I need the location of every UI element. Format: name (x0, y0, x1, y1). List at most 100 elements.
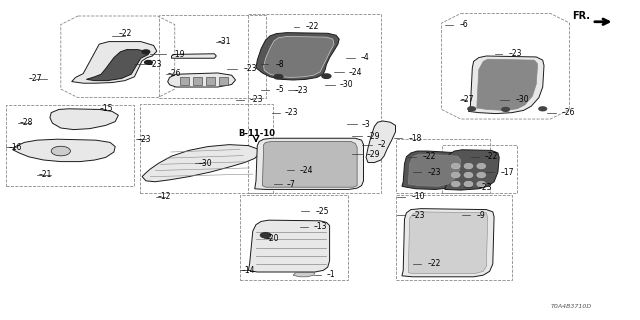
Circle shape (322, 74, 331, 78)
Circle shape (274, 75, 283, 79)
Polygon shape (248, 220, 330, 272)
Text: –23: –23 (294, 86, 308, 95)
Polygon shape (142, 145, 259, 182)
Text: –30: –30 (515, 95, 529, 104)
Text: B-11-10: B-11-10 (238, 129, 275, 138)
Polygon shape (262, 141, 357, 187)
Text: –29: –29 (367, 150, 380, 159)
Text: FR.: FR. (572, 11, 590, 21)
Text: –23: –23 (138, 135, 151, 144)
Text: –22: –22 (428, 260, 441, 268)
Bar (240, 195, 348, 280)
Text: –22: –22 (485, 152, 499, 161)
Text: –26: –26 (562, 108, 575, 117)
Ellipse shape (464, 163, 473, 169)
Text: –22: –22 (118, 29, 132, 38)
Bar (180, 77, 189, 85)
Polygon shape (172, 54, 216, 58)
Text: –23: –23 (479, 183, 492, 192)
Circle shape (539, 107, 547, 111)
Text: –30: –30 (198, 159, 212, 168)
Text: –23: –23 (285, 108, 298, 117)
Text: –13: –13 (314, 222, 327, 231)
Bar (159, 15, 266, 98)
Text: –3: –3 (362, 120, 371, 129)
Polygon shape (402, 151, 468, 189)
Polygon shape (293, 273, 315, 277)
Bar (396, 139, 490, 193)
Text: –18: –18 (408, 134, 422, 143)
Bar (442, 145, 517, 193)
Text: –25: –25 (316, 207, 329, 216)
Bar (140, 104, 273, 193)
Text: –26: –26 (168, 69, 181, 78)
Polygon shape (50, 109, 118, 130)
Polygon shape (408, 212, 488, 274)
Text: –23: –23 (250, 95, 263, 104)
Polygon shape (13, 139, 115, 162)
Polygon shape (402, 209, 494, 277)
Ellipse shape (477, 172, 486, 178)
Circle shape (468, 107, 476, 111)
Text: –23: –23 (509, 49, 522, 58)
Text: –29: –29 (367, 132, 380, 140)
Text: –7: –7 (287, 180, 296, 188)
Text: –28: –28 (19, 118, 33, 127)
Polygon shape (256, 33, 339, 80)
Polygon shape (168, 73, 236, 87)
Polygon shape (445, 150, 499, 190)
Circle shape (145, 60, 152, 64)
Circle shape (51, 146, 70, 156)
Text: –16: –16 (8, 143, 22, 152)
Text: –21: –21 (38, 170, 52, 179)
Circle shape (142, 50, 150, 54)
Text: –24: –24 (300, 166, 313, 175)
Text: –12: –12 (158, 192, 172, 201)
Bar (248, 14, 381, 193)
Bar (219, 77, 228, 85)
Text: –23: –23 (148, 60, 162, 68)
Text: –22: –22 (422, 152, 436, 161)
Polygon shape (86, 50, 148, 81)
Polygon shape (264, 36, 334, 77)
Text: –17: –17 (500, 168, 514, 177)
Text: –23: –23 (412, 211, 425, 220)
Bar (193, 77, 202, 85)
Text: –8: –8 (275, 60, 284, 68)
Ellipse shape (451, 181, 460, 187)
Text: –5: –5 (275, 85, 284, 94)
Polygon shape (72, 42, 157, 83)
Circle shape (260, 233, 271, 238)
Circle shape (502, 108, 509, 111)
Text: –23: –23 (428, 168, 441, 177)
Text: T0A4B3710D: T0A4B3710D (550, 304, 591, 309)
Ellipse shape (451, 172, 460, 178)
Text: –22: –22 (305, 22, 319, 31)
Ellipse shape (477, 163, 486, 169)
Text: –20: –20 (266, 234, 279, 243)
Text: –4: –4 (360, 53, 369, 62)
Polygon shape (255, 138, 364, 189)
Text: –27: –27 (461, 95, 474, 104)
Text: –14: –14 (242, 266, 255, 275)
Ellipse shape (464, 172, 473, 178)
Text: –1: –1 (326, 270, 335, 279)
Text: –27: –27 (29, 74, 42, 83)
Ellipse shape (451, 163, 460, 169)
Polygon shape (468, 56, 544, 114)
Ellipse shape (464, 181, 473, 187)
Ellipse shape (477, 181, 486, 187)
Text: –24: –24 (349, 68, 362, 76)
Text: –6: –6 (460, 20, 468, 28)
Text: –10: –10 (412, 192, 425, 201)
Polygon shape (366, 121, 396, 163)
Polygon shape (408, 154, 461, 186)
Polygon shape (477, 59, 538, 110)
Bar (206, 77, 215, 85)
Text: –15: –15 (99, 104, 113, 113)
Text: –9: –9 (477, 211, 486, 220)
Text: –30: –30 (339, 80, 353, 89)
Text: –19: –19 (172, 50, 185, 59)
Bar (396, 195, 512, 280)
Text: –31: –31 (218, 37, 231, 46)
